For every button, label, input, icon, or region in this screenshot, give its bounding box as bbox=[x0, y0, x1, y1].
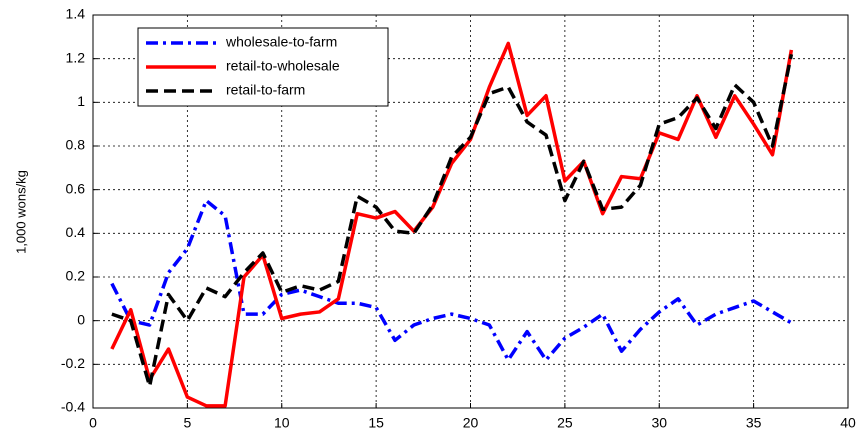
y-tick-label: -0.2 bbox=[61, 355, 85, 371]
y-tick-label: 1 bbox=[77, 93, 85, 109]
x-tick-label: 0 bbox=[89, 415, 97, 431]
plot-frame bbox=[92, 14, 849, 409]
line-series bbox=[111, 53, 794, 388]
line-series bbox=[110, 198, 793, 362]
legend-label: wholesale-to-farm bbox=[225, 34, 337, 50]
legend-label: retail-to-wholesale bbox=[226, 58, 340, 74]
y-tick-label: 1.4 bbox=[66, 6, 86, 22]
line-series bbox=[110, 41, 794, 408]
y-tick-label: 0.6 bbox=[66, 180, 86, 196]
x-tick-label: 35 bbox=[746, 415, 762, 431]
y-tick-label: 0.4 bbox=[66, 224, 86, 240]
y-tick-label: 0.8 bbox=[66, 137, 86, 153]
x-tick-label: 5 bbox=[183, 415, 191, 431]
legend-box bbox=[137, 27, 389, 107]
x-tick-label: 40 bbox=[840, 415, 856, 431]
y-tick-label: -0.4 bbox=[61, 399, 85, 415]
x-tick-label: 30 bbox=[651, 415, 667, 431]
x-tick-label: 10 bbox=[274, 415, 290, 431]
x-tick-label: 25 bbox=[557, 415, 573, 431]
x-tick-label: 20 bbox=[463, 415, 479, 431]
x-tick-label: 15 bbox=[368, 415, 384, 431]
y-tick-label: 0 bbox=[77, 311, 85, 327]
y-tick-label: 1.2 bbox=[66, 49, 86, 65]
y-tick-label: 0.2 bbox=[66, 268, 86, 284]
y-axis-label: 1,000 wons/kg bbox=[13, 170, 28, 254]
legend-label: retail-to-farm bbox=[226, 82, 305, 98]
